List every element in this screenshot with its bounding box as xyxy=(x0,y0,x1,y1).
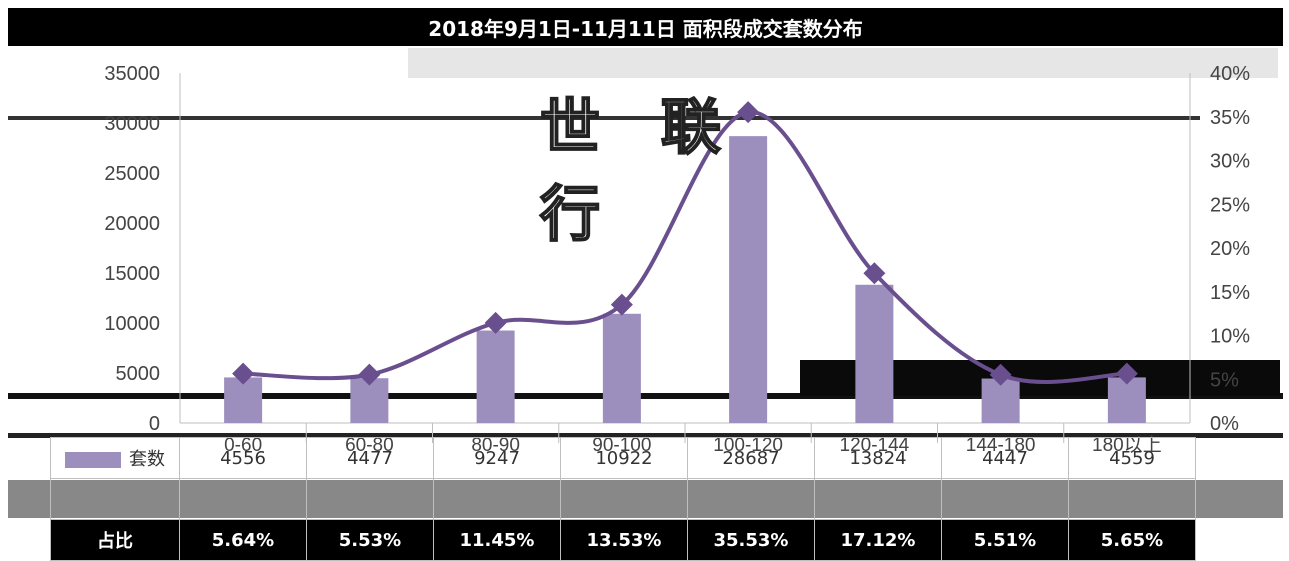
y2-tick-label: 35% xyxy=(1210,107,1250,129)
bar xyxy=(855,284,894,423)
y2-tick-label: 20% xyxy=(1210,238,1250,260)
table-cell: 5.51% xyxy=(941,519,1069,561)
series-line xyxy=(243,110,1127,384)
table-cell: 35.53% xyxy=(687,519,815,561)
overlay-strip xyxy=(8,480,1283,518)
y2-tick-label: 10% xyxy=(1210,326,1250,348)
line-marker xyxy=(863,262,886,285)
line-marker xyxy=(610,293,633,316)
table-cell: 10922 xyxy=(560,437,688,479)
overlay-strip xyxy=(408,48,1278,78)
table-row-label: 套数 xyxy=(50,437,180,479)
bar xyxy=(602,313,641,423)
line-marker xyxy=(1115,362,1138,385)
bar xyxy=(224,377,263,423)
line-marker xyxy=(484,311,507,334)
y-tick-label: 20000 xyxy=(104,213,160,235)
data-table: 套数 4556 4477 9247 10922 28687 13824 4447… xyxy=(50,437,1196,561)
overlay-strip xyxy=(8,393,1283,399)
table-cell: 11.45% xyxy=(433,519,561,561)
y-tick-label: 0 xyxy=(149,413,160,435)
bar xyxy=(476,330,515,423)
line-marker xyxy=(232,362,255,385)
table-cell: 4556 xyxy=(179,437,307,479)
watermark-text: 世 联 行 xyxy=(539,92,741,251)
line-marker xyxy=(737,101,760,124)
line-marker xyxy=(358,363,381,386)
legend-swatch xyxy=(65,452,121,468)
line-marker xyxy=(989,363,1012,386)
y-tick-label: 10000 xyxy=(104,313,160,335)
y-tick-label: 35000 xyxy=(104,63,160,85)
table-cell: 9247 xyxy=(433,437,561,479)
table-cell: 4477 xyxy=(306,437,434,479)
table-cell: 13.53% xyxy=(560,519,688,561)
bar xyxy=(981,378,1020,423)
table-cell: 5.65% xyxy=(1068,519,1196,561)
y-tick-label: 5000 xyxy=(116,363,161,385)
table-cell: 17.12% xyxy=(814,519,942,561)
table-cell: 4447 xyxy=(941,437,1069,479)
table-cell: 5.64% xyxy=(179,519,307,561)
bar xyxy=(729,136,768,423)
chart-frame: 2018年9月1日-11月11日 面积段成交套数分布 0 5000 10000 150… xyxy=(8,8,1283,561)
y2-tick-label: 0% xyxy=(1210,413,1239,435)
table-cell: 5.53% xyxy=(306,519,434,561)
overlay-strip xyxy=(8,433,1283,438)
row-label: 占比 xyxy=(97,531,133,552)
y-tick-label: 30000 xyxy=(104,113,160,135)
bar xyxy=(1107,377,1146,423)
y2-tick-label: 25% xyxy=(1210,194,1250,216)
table-cell: 4559 xyxy=(1068,437,1196,479)
y-tick-label: 25000 xyxy=(104,163,160,185)
y2-tick-label: 40% xyxy=(1210,63,1250,85)
y2-tick-label: 30% xyxy=(1210,151,1250,173)
table-cell: 13824 xyxy=(814,437,942,479)
overlay-strip xyxy=(8,116,1200,120)
chart-title: 2018年9月1日-11月11日 面积段成交套数分布 xyxy=(8,8,1283,46)
row-label: 套数 xyxy=(129,449,165,470)
y2-tick-label: 15% xyxy=(1210,282,1250,304)
y-tick-label: 15000 xyxy=(104,263,160,285)
table-row-label: 占比 xyxy=(50,519,180,561)
watermark: 世 联 行 xyxy=(539,92,840,251)
y2-tick-label: 5% xyxy=(1210,369,1239,391)
bar xyxy=(350,378,389,423)
table-cell: 28687 xyxy=(687,437,815,479)
